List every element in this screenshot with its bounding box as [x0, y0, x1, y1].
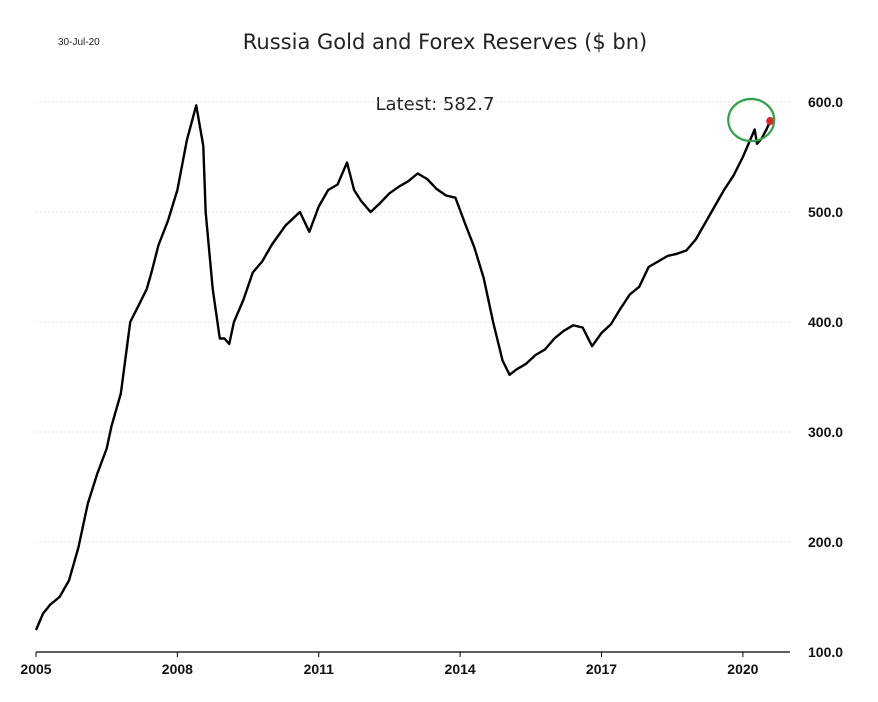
y-tick-label: 200.0: [808, 534, 843, 550]
x-tick-label: 2011: [304, 661, 335, 677]
x-tick-label: 2014: [445, 661, 476, 677]
axes: [35, 651, 790, 657]
grid-lines: [36, 101, 790, 543]
latest-point-marker: [766, 117, 775, 126]
latest-annotation: Latest: 582.7: [376, 94, 495, 115]
x-tick-labels: 2005 2008 2011 2014 2017 2020: [20, 661, 758, 677]
y-tick-label: 100.0: [808, 644, 843, 660]
series-line-0: [34, 104, 772, 631]
x-tick-label: 2008: [162, 661, 193, 677]
y-tick-labels: 100.0 200.0 300.0 400.0 500.0 600.0: [808, 94, 843, 660]
chart-title: Russia Gold and Forex Reserves ($ bn): [243, 30, 647, 54]
date-stamp: 30-Jul-20: [58, 37, 100, 48]
marker-layer: [727, 97, 776, 143]
series-layer: [34, 104, 772, 631]
highlight-circle: [727, 97, 776, 143]
x-tick-label: 2005: [20, 661, 51, 677]
y-tick-label: 500.0: [808, 204, 843, 220]
y-tick-label: 400.0: [808, 314, 843, 330]
x-tick-label: 2020: [727, 661, 758, 677]
y-tick-label: 300.0: [808, 424, 843, 440]
x-tick-label: 2017: [586, 661, 617, 677]
y-tick-label: 600.0: [808, 94, 843, 110]
